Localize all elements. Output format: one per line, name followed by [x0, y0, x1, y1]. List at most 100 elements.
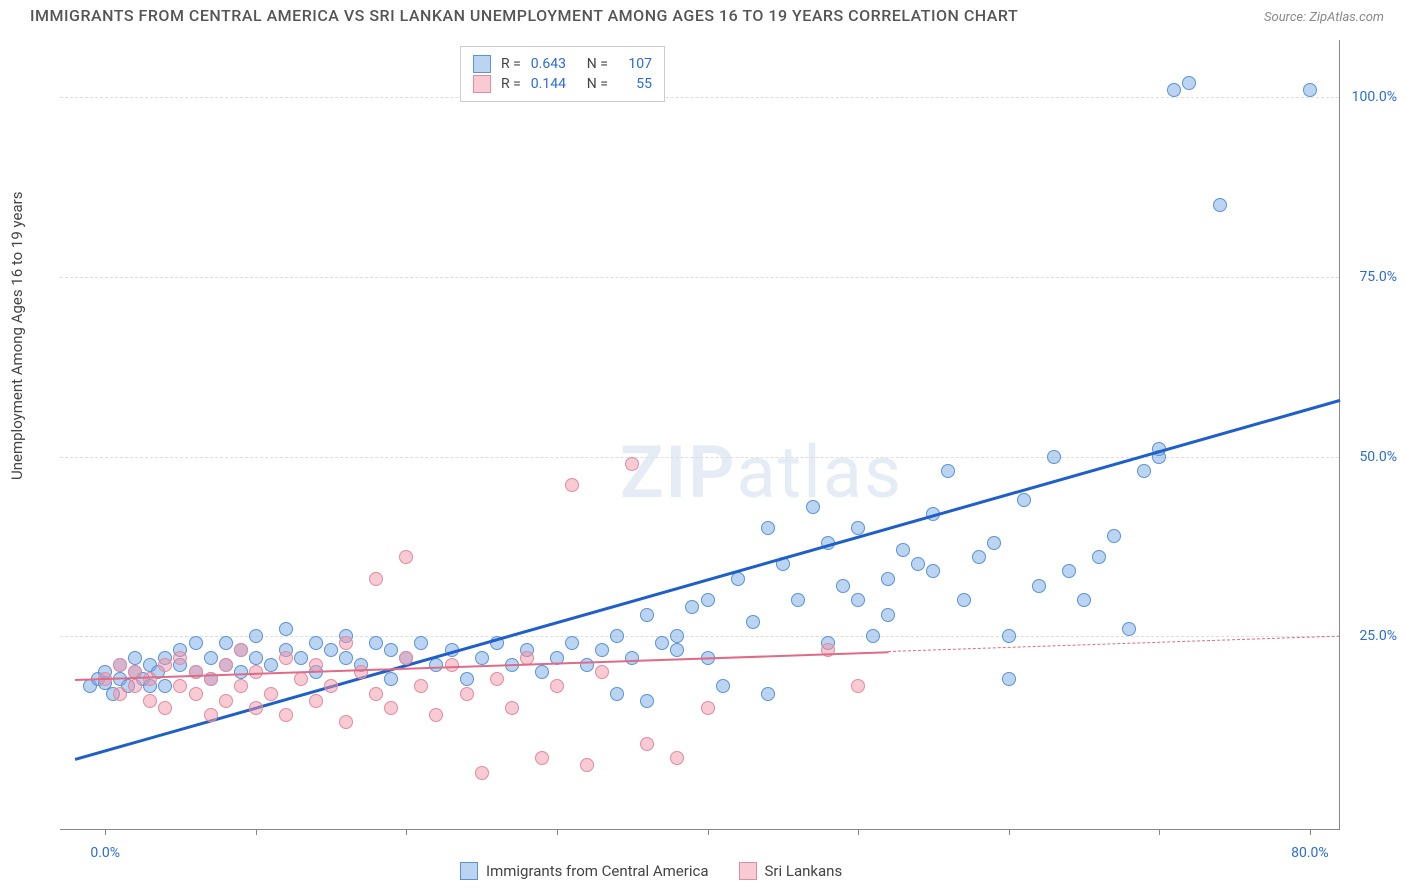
data-point	[701, 701, 715, 715]
data-point	[158, 701, 172, 715]
data-point	[475, 651, 489, 665]
n-value: 107	[618, 56, 652, 72]
data-point	[1167, 83, 1181, 97]
data-point	[173, 651, 187, 665]
data-point	[294, 672, 308, 686]
data-point	[264, 658, 278, 672]
data-point	[249, 651, 263, 665]
data-point	[1002, 629, 1016, 643]
data-point	[1032, 579, 1046, 593]
data-point	[957, 593, 971, 607]
data-point	[339, 636, 353, 650]
data-point	[746, 615, 760, 629]
data-point	[189, 687, 203, 701]
data-point	[324, 679, 338, 693]
r-label: R =	[501, 76, 521, 92]
data-point	[761, 521, 775, 535]
legend-swatch	[460, 862, 478, 880]
data-point	[460, 672, 474, 686]
data-point	[1047, 450, 1061, 464]
data-point	[640, 608, 654, 622]
data-point	[580, 758, 594, 772]
data-point	[972, 550, 986, 564]
trend-line-dashed	[888, 636, 1340, 652]
x-tick	[105, 829, 106, 835]
data-point	[309, 636, 323, 650]
data-point	[113, 687, 127, 701]
y-axis-label: Unemployment Among Ages 16 to 19 years	[8, 192, 26, 480]
data-point	[670, 643, 684, 657]
data-point	[806, 500, 820, 514]
data-point	[249, 629, 263, 643]
n-label: N =	[587, 76, 608, 92]
data-point	[369, 572, 383, 586]
x-tick	[1310, 829, 1311, 835]
chart-title: IMMIGRANTS FROM CENTRAL AMERICA VS SRI L…	[30, 6, 1018, 25]
correlation-legend: R =0.643N =107R =0.144N =55	[460, 46, 665, 102]
y-tick-label: 25.0%	[1359, 628, 1397, 644]
data-point	[595, 665, 609, 679]
data-point	[339, 715, 353, 729]
data-point	[535, 665, 549, 679]
data-point	[249, 701, 263, 715]
y-tick-label: 50.0%	[1359, 449, 1397, 465]
data-point	[264, 687, 278, 701]
data-point	[219, 694, 233, 708]
data-point	[791, 593, 805, 607]
data-point	[490, 672, 504, 686]
data-point	[911, 557, 925, 571]
x-tick	[858, 829, 859, 835]
source-attribution: Source: ZipAtlas.com	[1264, 10, 1384, 25]
data-point	[173, 679, 187, 693]
data-point	[640, 694, 654, 708]
data-point	[1122, 622, 1136, 636]
data-point	[535, 751, 549, 765]
data-point	[399, 651, 413, 665]
y-tick-label: 100.0%	[1352, 89, 1397, 105]
data-point	[234, 679, 248, 693]
data-point	[279, 708, 293, 722]
legend-swatch	[473, 75, 491, 93]
data-point	[640, 737, 654, 751]
data-point	[851, 593, 865, 607]
data-point	[716, 679, 730, 693]
data-point	[384, 643, 398, 657]
data-point	[685, 600, 699, 614]
data-point	[1107, 529, 1121, 543]
legend-label: Immigrants from Central America	[486, 862, 709, 880]
legend-swatch	[473, 55, 491, 73]
data-point	[836, 579, 850, 593]
n-value: 55	[618, 76, 652, 92]
chart-container: IMMIGRANTS FROM CENTRAL AMERICA VS SRI L…	[0, 0, 1406, 892]
data-point	[384, 672, 398, 686]
data-point	[429, 708, 443, 722]
x-tick	[557, 829, 558, 835]
data-point	[279, 651, 293, 665]
data-point	[204, 708, 218, 722]
data-point	[1017, 493, 1031, 507]
x-tick	[1009, 829, 1010, 835]
data-point	[655, 636, 669, 650]
data-point	[369, 687, 383, 701]
data-point	[670, 751, 684, 765]
data-point	[445, 658, 459, 672]
data-point	[143, 694, 157, 708]
data-point	[1137, 464, 1151, 478]
data-point	[1002, 672, 1016, 686]
data-point	[896, 543, 910, 557]
legend-swatch	[739, 862, 757, 880]
data-point	[565, 478, 579, 492]
watermark: ZIPatlas	[620, 430, 903, 515]
data-point	[279, 622, 293, 636]
data-point	[761, 687, 775, 701]
legend-row: R =0.144N =55	[473, 75, 652, 93]
data-point	[143, 672, 157, 686]
legend-label: Sri Lankans	[765, 862, 843, 880]
data-point	[1182, 76, 1196, 90]
data-point	[369, 636, 383, 650]
series-legend: Immigrants from Central America Sri Lanka…	[460, 862, 842, 880]
data-point	[128, 679, 142, 693]
data-point	[505, 701, 519, 715]
data-point	[1213, 198, 1227, 212]
data-point	[294, 651, 308, 665]
